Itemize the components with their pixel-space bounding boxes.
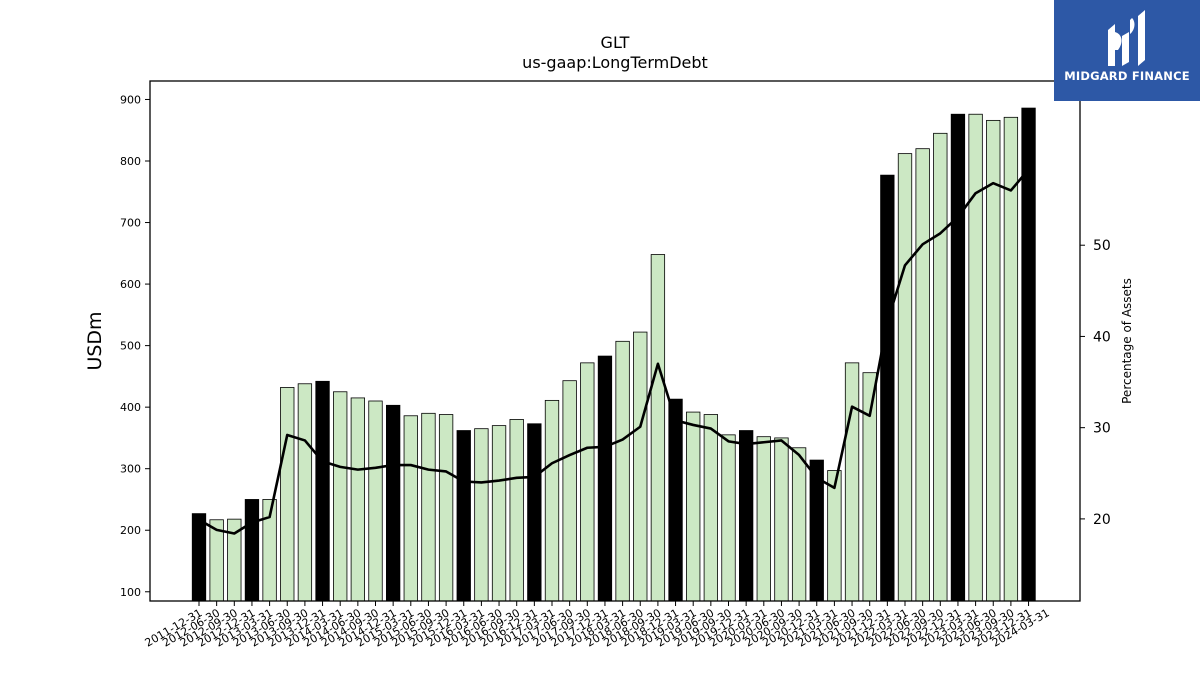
bar	[827, 470, 842, 602]
bar	[244, 499, 260, 602]
bar	[403, 415, 418, 602]
bar	[438, 414, 454, 602]
bar	[686, 411, 701, 602]
bar	[897, 153, 913, 602]
bar	[950, 113, 966, 602]
y2-tick-label: 40	[1093, 329, 1111, 345]
bar	[527, 423, 542, 602]
y2-tick-label: 50	[1093, 238, 1111, 254]
bar	[615, 340, 630, 602]
brand-name: MIDGARD FINANCE	[1064, 69, 1190, 83]
midgard-logo-icon	[1108, 10, 1145, 66]
y2-tick-label: 20	[1093, 512, 1111, 528]
series-line-percentage-of-assets	[198, 168, 1030, 535]
y-tick-label: 800	[120, 155, 141, 168]
y-tick-label: 100	[120, 586, 141, 599]
bar	[597, 355, 613, 602]
bar	[297, 383, 313, 602]
bar	[421, 412, 436, 602]
bar	[456, 430, 471, 602]
bar	[844, 362, 860, 602]
bar	[509, 419, 524, 602]
y2-axis-label: Percentage of Assets	[1120, 278, 1134, 404]
y-tick-label: 400	[120, 401, 141, 414]
bar	[880, 174, 895, 602]
brand-logo: MIDGARD FINANCE	[1054, 0, 1200, 101]
bar	[774, 437, 789, 602]
bar	[315, 380, 330, 602]
bar	[474, 428, 489, 602]
bar	[191, 513, 207, 602]
plot-frame	[149, 80, 1081, 602]
bar	[650, 254, 666, 602]
bar	[756, 436, 771, 602]
y-tick-label: 200	[120, 524, 141, 537]
y-tick-label: 900	[120, 93, 141, 106]
bar	[933, 132, 948, 602]
y-tick-label: 500	[120, 340, 141, 353]
y-axis-label: USDm	[84, 311, 106, 370]
bar	[668, 398, 683, 602]
bar	[915, 148, 930, 602]
bar	[333, 391, 348, 602]
bar	[1021, 107, 1036, 602]
bar	[703, 414, 718, 602]
chart-subtitle: us-gaap:LongTermDebt	[522, 53, 708, 72]
bar	[968, 113, 983, 602]
bar	[791, 447, 807, 602]
bar	[739, 430, 754, 602]
bar	[280, 387, 295, 602]
bar	[368, 400, 383, 602]
bar	[385, 404, 401, 602]
bar	[544, 399, 560, 602]
bar	[562, 380, 577, 602]
chart-title: GLT	[601, 33, 630, 52]
bar	[986, 119, 1001, 602]
y-tick-label: 300	[120, 463, 141, 476]
bar	[491, 425, 507, 602]
bar	[633, 331, 648, 602]
bar	[862, 372, 877, 602]
bar	[721, 434, 736, 602]
bar	[580, 362, 595, 602]
bar	[350, 397, 366, 602]
y2-tick-label: 30	[1093, 421, 1111, 437]
y-tick-label: 700	[120, 217, 141, 230]
y-tick-label: 600	[120, 278, 141, 291]
